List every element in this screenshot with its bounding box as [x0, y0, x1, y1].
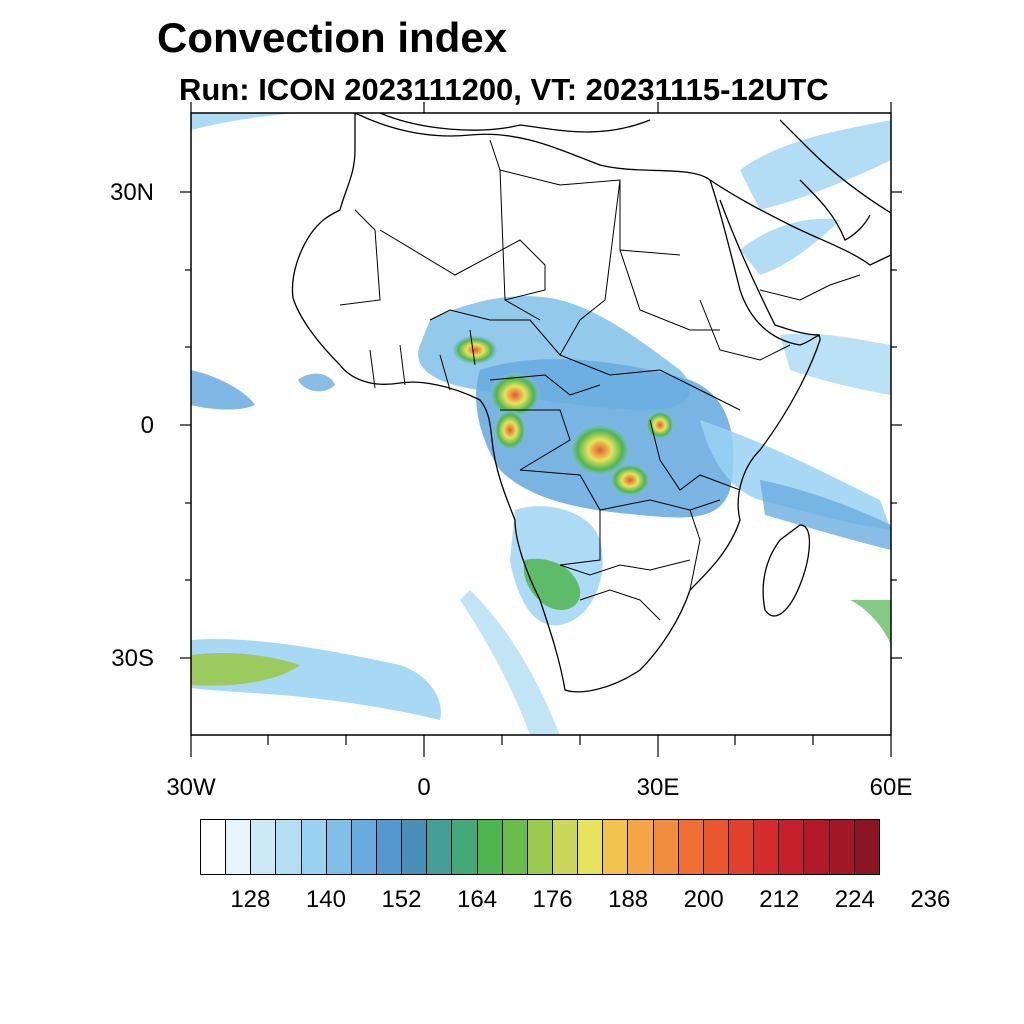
colorbar-label: 176 — [532, 886, 573, 913]
convection-area-se-corner — [850, 600, 891, 645]
colorbar-swatch — [754, 820, 780, 874]
convection-area-east-africa — [700, 420, 891, 530]
convection-area-atlantic-east — [298, 373, 335, 392]
convection-area-red-sea — [740, 218, 840, 275]
colorbar-label: 164 — [457, 886, 498, 913]
lon-label-0: 0 — [417, 774, 431, 801]
coastlines — [291, 113, 891, 693]
map-subtitle: Run: ICON 2023111200, VT: 20231115-12UTC — [179, 72, 829, 107]
country-borders — [339, 139, 861, 621]
colorbar-swatch — [402, 820, 428, 874]
convection-hotspot-gabon — [494, 410, 526, 450]
lon-label-30e: 30E — [636, 774, 680, 801]
lat-label-0: 0 — [140, 412, 154, 439]
arabia-coastline — [709, 119, 891, 266]
colorbar-swatch — [226, 820, 252, 874]
africa-coastline — [291, 113, 821, 693]
map-frame — [190, 112, 892, 736]
colorbar-swatch — [527, 820, 553, 874]
convection-hotspot-nigeria — [453, 336, 497, 364]
colorbar-label: 212 — [759, 886, 800, 913]
colorbar-swatch — [653, 820, 679, 874]
colorbar-swatch — [301, 820, 327, 874]
convection-area-atlantic-west — [191, 370, 255, 410]
colorbar-swatch — [326, 820, 352, 874]
map-title: Convection index — [157, 14, 508, 61]
colorbar-swatch — [578, 820, 604, 874]
lon-label-60e: 60E — [869, 774, 913, 801]
colorbar-swatch — [628, 820, 654, 874]
colorbar-swatch — [251, 820, 277, 874]
colorbar-label: 128 — [230, 886, 271, 913]
colorbar — [200, 819, 880, 875]
mediterranean-coastline — [379, 113, 651, 133]
colorbar-swatch — [779, 820, 805, 874]
colorbar-swatch — [351, 820, 377, 874]
colorbar-swatch — [276, 820, 302, 874]
axis-ticks — [180, 102, 902, 757]
colorbar-label: 140 — [305, 886, 346, 913]
colorbar-label: 152 — [381, 886, 422, 913]
convection-area-namibia — [523, 558, 581, 610]
madagascar-coastline — [762, 524, 811, 617]
colorbar-swatch — [477, 820, 503, 874]
colorbar-swatch — [502, 820, 528, 874]
colorbar-label: 224 — [834, 886, 875, 913]
colorbar-label: 200 — [683, 886, 724, 913]
convection-hotspot-cameroon — [490, 373, 540, 417]
colorbar-label: 188 — [608, 886, 649, 913]
convection-area-northwest-corner — [191, 113, 300, 130]
colorbar-swatch — [804, 820, 830, 874]
colorbar-swatch — [678, 820, 704, 874]
convection-area-horn — [780, 333, 891, 395]
colorbar-swatch — [854, 820, 879, 874]
convection-hotspot-drc — [570, 424, 630, 476]
colorbar-swatch — [201, 820, 227, 874]
colorbar-swatch — [452, 820, 478, 874]
convection-area-south-atlantic-core — [191, 653, 300, 686]
red-sea-coastline — [719, 199, 821, 336]
convection-area-arabia — [740, 120, 891, 210]
convection-field — [191, 113, 891, 735]
colorbar-swatch — [427, 820, 453, 874]
persian-gulf-coastline — [799, 179, 871, 241]
convection-hotspot-lakes — [646, 411, 674, 439]
colorbar-swatch — [829, 820, 855, 874]
convection-hotspot-drc-south — [610, 464, 650, 496]
convection-area-indian-ocean — [760, 480, 891, 550]
colorbar-swatch — [376, 820, 403, 874]
colorbar-swatch — [728, 820, 755, 874]
colorbar-swatch — [703, 820, 729, 874]
lat-label-30n: 30N — [109, 179, 154, 206]
lon-label-30w: 30W — [166, 774, 216, 801]
convection-area-benguela-streak — [460, 590, 560, 735]
colorbar-label: 236 — [910, 886, 951, 913]
colorbar-swatch — [552, 820, 579, 874]
colorbar-swatch — [603, 820, 629, 874]
lat-label-30s: 30S — [111, 645, 154, 672]
